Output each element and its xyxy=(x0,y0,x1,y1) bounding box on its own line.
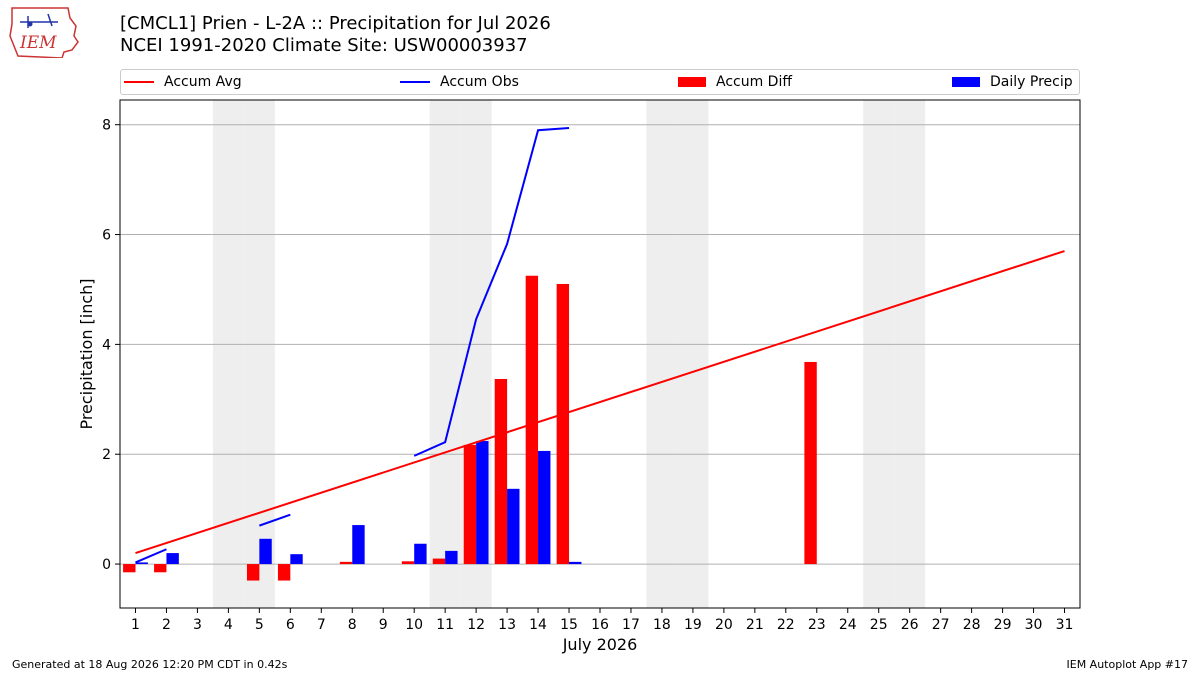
x-tick-label: 21 xyxy=(746,617,764,633)
daily-precip-bar xyxy=(259,538,272,565)
accum-diff-bar xyxy=(463,444,477,565)
daily-precip-bar xyxy=(507,488,520,565)
chart-legend: Accum Avg Accum Obs Accum Diff Daily Pre… xyxy=(120,69,1080,95)
daily-precip-bar xyxy=(476,441,489,565)
x-tick-label: 26 xyxy=(901,617,919,633)
weekend-band xyxy=(863,100,895,608)
weekend-band xyxy=(646,100,678,608)
accum-diff-bar xyxy=(525,275,539,565)
x-tick-label: 12 xyxy=(467,617,485,633)
daily-precip-bar xyxy=(135,562,148,565)
y-tick-label: 2 xyxy=(102,447,111,463)
x-tick-label: 22 xyxy=(777,617,795,633)
x-tick-label: 23 xyxy=(808,617,826,633)
iowa-outline-icon xyxy=(9,7,79,58)
accum-diff-bar xyxy=(804,361,817,565)
daily-precip-bar xyxy=(414,543,427,565)
x-tick-label: 15 xyxy=(560,617,578,633)
accum-obs-line xyxy=(413,127,570,457)
x-tick-label: 30 xyxy=(1025,617,1043,633)
weekend-band xyxy=(677,100,709,608)
weekend-band xyxy=(429,100,461,608)
accum-obs-line xyxy=(135,548,167,564)
x-tick-label: 19 xyxy=(684,617,702,633)
legend-swatch-blue-line xyxy=(400,81,430,83)
accum-diff-bar xyxy=(432,558,446,565)
x-axis-label: July 2026 xyxy=(562,635,638,654)
x-tick-label: 29 xyxy=(994,617,1012,633)
legend-item-accum-avg: Accum Avg xyxy=(124,73,242,91)
accum-diff-bar xyxy=(494,378,508,565)
accum-obs-line xyxy=(259,513,291,527)
x-tick-label: 20 xyxy=(715,617,733,633)
weekend-band xyxy=(894,100,926,608)
daily-precip-bar xyxy=(538,450,551,565)
app-footer: IEM Autoplot App #17 xyxy=(1066,658,1189,671)
x-tick-label: 6 xyxy=(286,617,295,633)
legend-item-accum-obs: Accum Obs xyxy=(400,73,519,91)
accum-diff-bar xyxy=(277,564,291,581)
daily-precip-bar xyxy=(352,525,365,565)
iem-logo: IEM xyxy=(9,7,79,58)
x-tick-label: 10 xyxy=(405,617,423,633)
x-tick-label: 14 xyxy=(529,617,547,633)
y-tick-label: 6 xyxy=(102,228,111,244)
daily-precip-bar xyxy=(569,561,582,565)
legend-item-accum-diff: Accum Diff xyxy=(678,73,792,91)
legend-swatch-red-line xyxy=(124,81,154,83)
daily-precip-bar xyxy=(290,554,303,565)
x-tick-label: 11 xyxy=(436,617,454,633)
accum-diff-bar xyxy=(339,561,353,565)
x-tick-label: 31 xyxy=(1056,617,1074,633)
accum-diff-bar xyxy=(154,564,167,573)
legend-label: Accum Avg xyxy=(164,74,242,90)
legend-swatch-blue-patch xyxy=(952,77,980,87)
y-axis-label: Precipitation [inch] xyxy=(77,278,96,429)
x-tick-label: 4 xyxy=(224,617,233,633)
legend-swatch-red-patch xyxy=(678,77,706,87)
daily-precip-bar xyxy=(166,553,179,565)
accum-diff-bar xyxy=(401,561,415,565)
y-tick-label: 4 xyxy=(102,337,111,353)
accum-diff-bar xyxy=(123,564,136,573)
y-tick-label: 8 xyxy=(102,118,111,134)
title-line-1: [CMCL1] Prien - L-2A :: Precipitation fo… xyxy=(120,13,551,34)
weekend-band xyxy=(212,100,244,608)
title-line-2: NCEI 1991-2020 Climate Site: USW00003937 xyxy=(120,35,528,56)
x-tick-label: 17 xyxy=(622,617,640,633)
y-tick-label: 0 xyxy=(102,557,111,573)
x-tick-label: 16 xyxy=(591,617,609,633)
legend-label: Daily Precip xyxy=(990,74,1073,90)
daily-precip-bar xyxy=(445,550,458,565)
x-tick-label: 1 xyxy=(131,617,140,633)
x-tick-label: 3 xyxy=(193,617,202,633)
x-tick-label: 13 xyxy=(498,617,516,633)
x-tick-label: 5 xyxy=(255,617,264,633)
chart-title: [CMCL1] Prien - L-2A :: Precipitation fo… xyxy=(120,13,551,57)
x-tick-label: 18 xyxy=(653,617,671,633)
legend-label: Accum Obs xyxy=(440,74,519,90)
x-tick-label: 25 xyxy=(870,617,888,633)
x-tick-label: 8 xyxy=(348,617,357,633)
weekend-band xyxy=(243,100,275,608)
accum-diff-bar xyxy=(556,283,570,565)
legend-label: Accum Diff xyxy=(716,74,793,90)
accum-diff-bar xyxy=(246,564,260,581)
x-tick-label: 27 xyxy=(932,617,950,633)
x-tick-label: 28 xyxy=(963,617,981,633)
x-tick-label: 2 xyxy=(162,617,171,633)
legend-item-daily-precip: Daily Precip xyxy=(952,73,1073,91)
accum-avg-line xyxy=(135,250,1065,555)
x-tick-label: 9 xyxy=(379,617,388,633)
logo-text: IEM xyxy=(19,33,57,53)
x-tick-label: 7 xyxy=(317,617,326,633)
x-tick-label: 24 xyxy=(839,617,857,633)
generated-footer: Generated at 18 Aug 2026 12:20 PM CDT in… xyxy=(12,658,288,671)
